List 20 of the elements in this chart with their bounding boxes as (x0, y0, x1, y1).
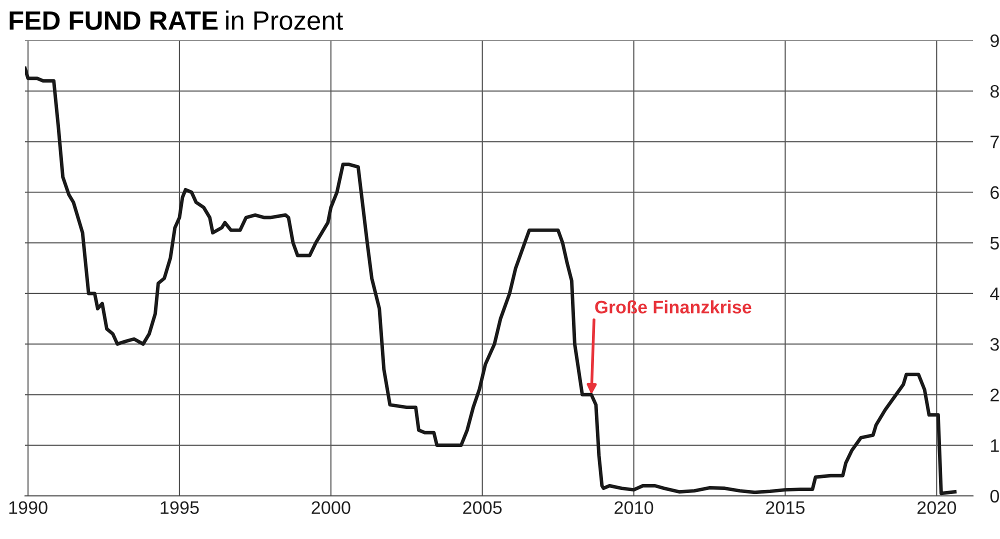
y-tick-label: 7 (990, 136, 999, 148)
y-tick-label: 2 (990, 388, 999, 402)
chart-subtitle: in Prozent (226, 10, 343, 30)
x-tick-label: 1995 (160, 501, 199, 514)
x-tick-label: 2020 (917, 501, 956, 514)
line-series (25, 66, 957, 496)
y-tick-label: 5 (990, 236, 999, 250)
y-tick-label: 9 (990, 34, 999, 48)
y-tick-label: 1 (991, 439, 999, 452)
x-tick-label: 2010 (614, 501, 654, 514)
x-tick-label: 2015 (766, 501, 805, 514)
y-tick-label: 6 (990, 186, 999, 199)
x-tick-label: 1990 (9, 501, 48, 514)
chart-title: FED FUND RATE (10, 11, 218, 30)
y-tick-label: 4 (990, 288, 1000, 300)
x-tick-label: 2000 (312, 501, 350, 514)
x-tick-label: 2005 (463, 501, 502, 514)
y-tick-label: 8 (990, 84, 999, 98)
y-tick-label: 0 (990, 490, 999, 503)
y-tick-label: 3 (990, 338, 999, 351)
